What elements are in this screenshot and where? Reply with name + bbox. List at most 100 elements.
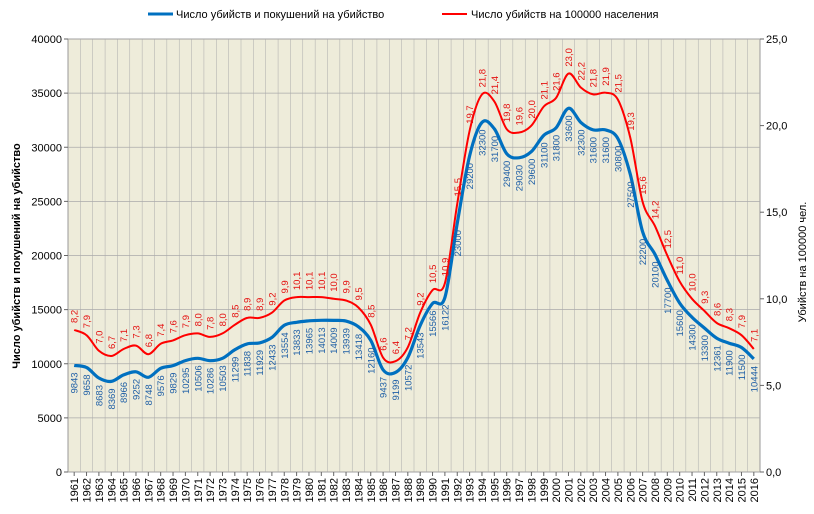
data-label-count: 13543 (416, 332, 427, 358)
y-right-axis-title: Убийств на 100000 чел. (797, 202, 809, 323)
data-label-count: 13965 (305, 328, 316, 354)
legend-label-red: Число убийств на 100000 населения (471, 9, 659, 21)
data-label-rate: 19,6 (515, 107, 526, 126)
x-tick-label: 1999 (539, 478, 551, 502)
x-tick-label: 1984 (353, 478, 365, 502)
y-left-tick-label: 35000 (31, 88, 62, 100)
data-label-count: 10503 (218, 365, 229, 391)
data-label-count: 30800 (613, 146, 624, 172)
x-tick-label: 2003 (588, 478, 600, 502)
data-label-count: 31800 (552, 135, 563, 161)
data-label-count: 11900 (725, 350, 736, 376)
x-tick-label: 1971 (193, 478, 205, 502)
x-tick-label: 1965 (119, 478, 131, 502)
x-tick-label: 1982 (329, 478, 341, 502)
data-label-count: 17700 (663, 287, 674, 313)
data-label-rate: 7,9 (82, 315, 93, 328)
data-label-rate: 7,9 (181, 315, 192, 328)
x-tick-label: 2016 (749, 478, 761, 502)
data-label-count: 29200 (465, 163, 476, 189)
y-right-tick-label: 5,0 (766, 380, 781, 392)
data-label-rate: 21,5 (613, 74, 624, 93)
x-tick-label: 1991 (440, 478, 452, 502)
data-label-count: 32300 (478, 129, 489, 155)
x-tick-label: 1989 (415, 478, 427, 502)
data-label-count: 10295 (181, 368, 192, 394)
data-label-count: 8683 (94, 385, 105, 406)
x-tick-label: 2015 (736, 478, 748, 502)
data-label-rate: 21,6 (552, 72, 563, 91)
data-label-rate: 11,0 (675, 257, 686, 275)
data-label-rate: 20,0 (527, 100, 538, 119)
data-label-rate: 21,8 (589, 69, 600, 88)
data-label-rate: 19,3 (626, 112, 637, 131)
data-label-count: 10572 (403, 365, 414, 391)
data-label-count: 20100 (651, 261, 662, 287)
data-label-count: 31600 (601, 137, 612, 163)
data-label-rate: 9,9 (280, 280, 291, 293)
legend-label-blue: Число убийств и покушений на убийство (176, 9, 384, 21)
data-label-count: 13300 (700, 335, 711, 361)
data-label-count: 16122 (440, 305, 451, 331)
x-tick-label: 2006 (625, 478, 637, 502)
x-tick-label: 2005 (613, 478, 625, 502)
data-label-rate: 14,2 (651, 201, 662, 220)
data-label-rate: 19,8 (502, 104, 513, 123)
data-label-count: 9843 (70, 372, 81, 393)
data-label-count: 10286 (206, 368, 217, 394)
x-tick-label: 2014 (724, 478, 736, 502)
x-tick-label: 1985 (366, 478, 378, 502)
data-label-count: 10444 (749, 366, 760, 392)
x-tick-label: 2013 (712, 478, 724, 502)
y-left-tick-label: 0 (56, 467, 62, 479)
y-left-tick-label: 25000 (31, 196, 62, 208)
data-label-rate: 8,2 (70, 310, 81, 323)
data-label-rate: 8,0 (193, 313, 204, 326)
data-label-rate: 21,1 (539, 81, 550, 100)
x-tick-label: 2002 (576, 478, 588, 502)
data-label-count: 15600 (675, 310, 686, 336)
data-label-rate: 8,0 (218, 313, 229, 326)
data-label-count: 33600 (564, 115, 575, 141)
data-label-rate: 10,1 (305, 272, 316, 291)
x-tick-label: 1964 (106, 478, 118, 502)
data-label-rate: 21,9 (601, 67, 612, 86)
y-left-axis-title: Число убийств и покушений на убийство (11, 143, 23, 369)
data-label-count: 9576 (156, 375, 167, 396)
x-tick-label: 1968 (156, 478, 168, 502)
data-label-rate: 10,1 (317, 272, 328, 291)
series-lines (73, 72, 755, 384)
data-label-rate: 22,2 (576, 62, 587, 81)
x-tick-label: 1988 (403, 478, 415, 502)
x-tick-label: 1962 (82, 478, 94, 502)
x-tick-label: 1987 (390, 478, 402, 502)
data-label-rate: 10,1 (292, 272, 303, 291)
x-tick-label: 2004 (601, 478, 613, 502)
data-label-count: 8966 (119, 382, 130, 403)
axes: 0 5000 10000 15000 20000 25000 30000 35000 40000… (31, 34, 787, 502)
data-label-count: 27500 (626, 181, 637, 207)
data-label-rate: 6,8 (144, 334, 155, 347)
data-label-rate: 10,0 (329, 273, 340, 292)
data-label-rate: 6,6 (379, 337, 390, 350)
data-label-count: 13939 (342, 328, 353, 354)
x-tick-label: 1978 (279, 478, 291, 502)
x-tick-label: 1979 (292, 478, 304, 502)
x-tick-label: 2012 (699, 478, 711, 502)
data-label-count: 11838 (243, 351, 254, 377)
data-label-count: 29600 (527, 159, 538, 185)
data-label-count: 12433 (267, 344, 278, 370)
data-label-rate: 6,4 (391, 341, 402, 354)
data-label-count: 8369 (107, 388, 118, 409)
data-label-count: 22200 (638, 239, 649, 265)
data-label-count: 29030 (515, 165, 526, 191)
x-tick-label: 2001 (563, 478, 575, 502)
data-label-rate: 9,5 (354, 287, 365, 300)
data-labels: 9843 9658 8683 8369 8966 9252 8748 9576 9829 1029… (70, 48, 761, 409)
data-label-count: 9829 (169, 373, 180, 394)
data-label-count: 13418 (354, 334, 365, 360)
data-label-count: 29400 (502, 161, 513, 187)
data-label-rate: 23,0 (564, 48, 575, 67)
y-left-tick-label: 20000 (31, 251, 62, 263)
data-label-count: 12160 (366, 347, 377, 373)
